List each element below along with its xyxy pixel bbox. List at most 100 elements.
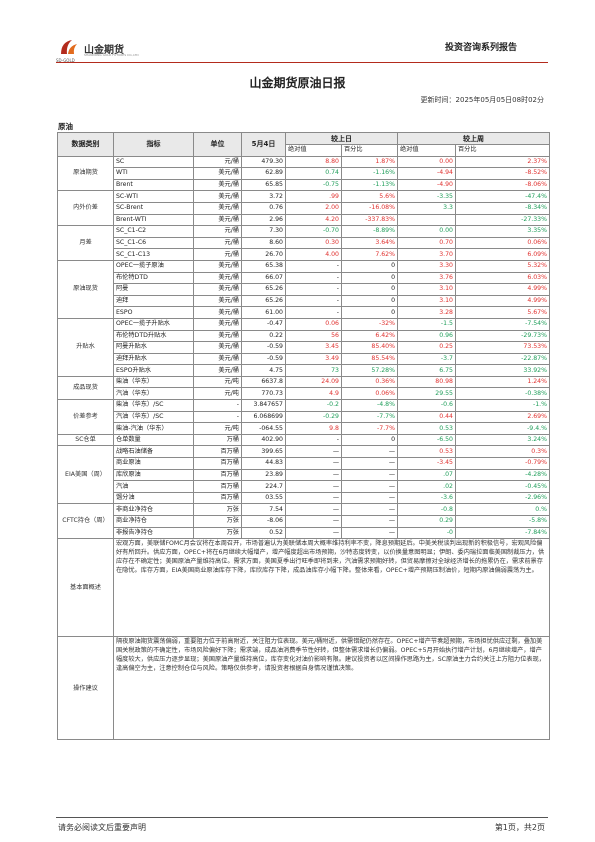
indicator-cell: ESPO升贴水 — [113, 364, 194, 377]
header-category: 数据类别 — [57, 132, 114, 157]
unit-cell: 百万桶 — [193, 457, 242, 470]
day-pct-cell: — — [341, 515, 398, 528]
week-pct-cell: 4.99% — [455, 283, 550, 296]
subheader-day-pct: 百分比 — [341, 144, 398, 157]
day-abs-cell: — — [285, 468, 342, 482]
week-abs-cell: 3.10 — [397, 283, 456, 296]
indicator-cell: Brent-WTI — [113, 213, 194, 227]
logo-subtext: SHANDONG GOLD FUTURES CO.,LTD — [84, 53, 139, 57]
table-row: 阿曼升贴水 美元/桶 -0.59 3.45 85.40% 0.25 73.53% — [58, 341, 550, 354]
day-pct-cell: -16.08% — [341, 201, 398, 215]
day-abs-cell: 24.09 — [285, 375, 342, 389]
value-cell: 6637.8 — [241, 375, 286, 389]
category-cell: 原油现货 — [57, 259, 114, 319]
week-pct-cell: -4.28% — [455, 468, 550, 482]
day-pct-cell: — — [341, 480, 398, 493]
week-pct-cell: 1.24% — [455, 375, 550, 389]
summary-row: 基本面概述 宏观方面，美联储FOMC月会议将在本周召开，市场普遍认为美联储本周大… — [57, 538, 550, 638]
day-abs-cell: 4.9 — [285, 387, 342, 401]
day-abs-cell: -0.70 — [285, 225, 342, 238]
unit-cell: 元/吨 — [193, 387, 242, 401]
table-row: 原油期货 SC 元/桶 479.30 8.80 1.87% 0.00 2.37% — [57, 155, 550, 192]
value-cell: 402.90 — [241, 433, 286, 447]
week-pct-cell: 2.69% — [455, 410, 550, 424]
header-date: 5月4日 — [241, 132, 286, 157]
week-abs-cell: 3.30 — [397, 259, 456, 273]
indicator-cell: 汽油（华东） — [113, 387, 194, 401]
table-row: 月差 SC_C1-C2 元/桶 7.30 -0.70 -8.89% 0.00 3.35% — [57, 225, 550, 261]
indicator-cell: SC-WTI — [113, 190, 194, 203]
value-cell: 65.38 — [241, 259, 286, 273]
week-pct-cell: 73.53% — [455, 341, 550, 354]
day-pct-cell: -8.89% — [341, 225, 398, 238]
indicator-cell: 柴油（华东） — [113, 375, 194, 389]
unit-cell: 美元/桶 — [193, 259, 242, 273]
day-pct-cell: -337.83% — [341, 213, 398, 227]
value-cell: -8.06 — [241, 515, 286, 528]
week-pct-cell: -27.33% — [455, 213, 550, 227]
value-cell: -0.59 — [241, 352, 286, 366]
indicator-cell: SC-Brent — [113, 201, 194, 215]
week-pct-cell: 4.99% — [455, 294, 550, 308]
category-cell: 内外价差 — [57, 190, 114, 227]
value-cell: 6.068699 — [241, 410, 286, 424]
indicator-cell: 非商业净持仓 — [113, 503, 194, 516]
day-abs-cell: 56 — [285, 329, 342, 343]
table-row: 迪拜 美元/桶 65.26-0 3.10 4.99% — [58, 294, 550, 308]
week-abs-cell: -6.50 — [397, 433, 456, 447]
day-abs-cell: - — [285, 433, 342, 447]
week-pct-cell: 33.92% — [455, 364, 550, 377]
day-abs-cell: - — [285, 306, 342, 319]
day-abs-cell: — — [285, 491, 342, 505]
table-header-row: 数据类别 指标 单位 5月4日 较上日 较上周 — [57, 132, 550, 157]
report-title: 山金期货原油日报 — [249, 76, 346, 90]
advice-label: 操作建议 — [57, 636, 114, 741]
week-pct-cell: -7.84% — [455, 526, 550, 540]
week-pct-cell: 5.32% — [455, 259, 550, 273]
header-indicator: 指标 — [113, 132, 194, 157]
advice-text: 隔夜原油期货震荡偏弱，重要阻力位于前高附近，关注阻力位表现。美元/桶附近，供需错… — [113, 636, 550, 741]
indicator-cell: 战略石油储备 — [113, 445, 194, 459]
table-row: Brent 美元/桶 65.85 -0.75 -1.13% -4.90 -8.06% — [58, 178, 550, 192]
summary-label: 基本面概述 — [57, 538, 114, 638]
update-time: 更新时间：2025年05月05日08时02分 — [420, 96, 544, 104]
table-row: 汽油 百万桶 224.7— — .02 -0.45% — [58, 480, 550, 493]
day-pct-cell: — — [341, 503, 398, 516]
indicator-cell: SC_C1-C6 — [113, 236, 194, 250]
day-pct-cell: 0 — [341, 306, 398, 319]
value-cell: 479.30 — [241, 155, 286, 169]
unit-cell: 万张 — [193, 526, 242, 540]
value-cell: 4.75 — [241, 364, 286, 377]
week-abs-cell: .02 — [397, 480, 456, 493]
week-abs-cell: -0.8 — [397, 503, 456, 516]
table-row: ESPO升贴水 美元/桶 4.75 73 57.28% 6.75 33.92% — [58, 364, 550, 377]
table-row: SC_C1-C13 元/桶 26.70 4.00 7.62% 3.70 6.09% — [58, 248, 550, 261]
week-pct-cell: 6.03% — [455, 271, 550, 285]
week-pct-cell: 5.67% — [455, 306, 550, 319]
week-abs-cell: 0.44 — [397, 410, 456, 424]
day-pct-cell: 3.64% — [341, 236, 398, 250]
unit-cell: 美元/桶 — [193, 306, 242, 319]
week-abs-cell: 3.76 — [397, 271, 456, 285]
day-pct-cell: — — [341, 468, 398, 482]
indicator-cell: 仓单数量 — [113, 433, 194, 447]
subheader-week-pct: 百分比 — [455, 144, 550, 157]
unit-cell: 美元/桶 — [193, 213, 242, 227]
value-cell: 0.52 — [241, 526, 286, 540]
week-pct-cell: -9.4.% — [455, 422, 550, 435]
unit-cell: 百万桶 — [193, 468, 242, 482]
day-abs-cell: .99 — [285, 190, 342, 203]
category-cell: 升贴水 — [57, 317, 114, 377]
category-cell: CFTC持仓（周） — [57, 503, 114, 540]
day-abs-cell: - — [285, 294, 342, 308]
table-row: WTI 美元/桶 62.89 0.74 -1.16% -4.94 -8.52% — [58, 167, 550, 180]
category-cell: 原油期货 — [57, 155, 114, 192]
indicator-cell: 非报告净持仓 — [113, 526, 194, 540]
week-abs-cell: -4.94 — [397, 167, 456, 180]
company-logo-icon — [58, 36, 80, 58]
day-abs-cell: -0.75 — [285, 178, 342, 192]
table-row: SC-Brent 美元/桶 0.76 2.00 -16.08% 3.3 -8.34% — [58, 201, 550, 215]
value-cell: 8.60 — [241, 236, 286, 250]
indicator-cell: OPEC一揽子原油 — [113, 259, 194, 273]
week-abs-cell: -3.35 — [397, 190, 456, 203]
